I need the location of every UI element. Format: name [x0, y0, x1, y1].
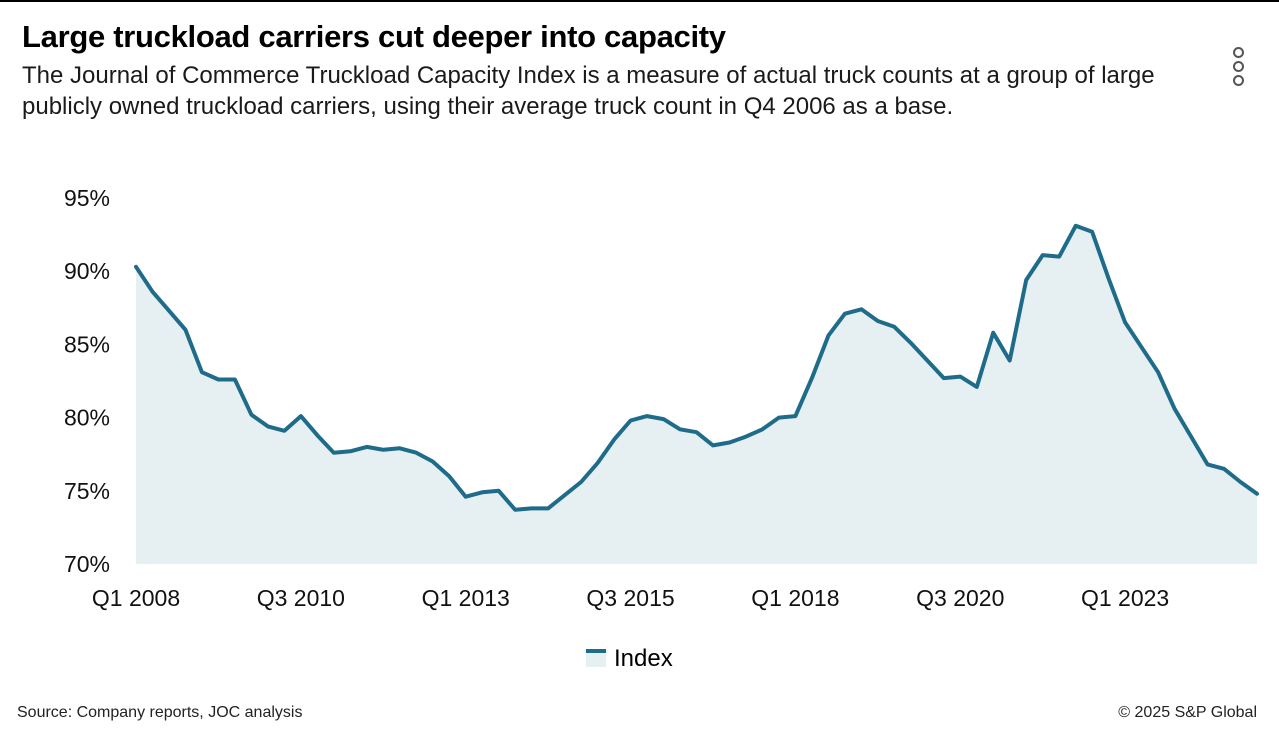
legend-item-index[interactable]: Index	[586, 645, 673, 673]
y-tick-label: 70%	[64, 551, 110, 577]
x-axis: Q1 2008 Q3 2010 Q1 2013 Q3 2015 Q1 2018 Q3 20…	[92, 585, 1169, 611]
series-area-index	[136, 225, 1257, 565]
series-line-index[interactable]	[134, 223, 1259, 512]
y-tick-label: 85%	[64, 331, 110, 357]
legend-swatch	[586, 649, 606, 667]
x-tick-label: Q3 2010	[257, 585, 345, 611]
x-tick-label: Q3 2020	[916, 585, 1004, 611]
y-tick-label: 95%	[64, 185, 110, 211]
legend-label: Index	[614, 645, 673, 672]
y-tick-label: 90%	[64, 258, 110, 284]
copyright: © 2025 S&P Global	[1118, 704, 1257, 721]
top-rule	[0, 0, 1279, 2]
chart-subtitle: The Journal of Commerce Truckload Capaci…	[22, 62, 1155, 120]
source-note: Source: Company reports, JOC analysis	[17, 704, 303, 721]
more-vert-icon[interactable]	[1228, 46, 1248, 86]
x-tick-label: Q1 2023	[1081, 585, 1169, 611]
y-tick-label: 75%	[64, 478, 110, 504]
x-tick-label: Q1 2018	[751, 585, 839, 611]
x-tick-label: Q3 2015	[586, 585, 674, 611]
x-tick-label: Q1 2013	[422, 585, 510, 611]
x-tick-label: Q1 2008	[92, 585, 180, 611]
chart-title: Large truckload carriers cut deeper into…	[22, 19, 726, 54]
y-tick-label: 80%	[64, 405, 110, 431]
y-axis: 70% 75% 80% 85% 90% 95%	[64, 185, 110, 577]
